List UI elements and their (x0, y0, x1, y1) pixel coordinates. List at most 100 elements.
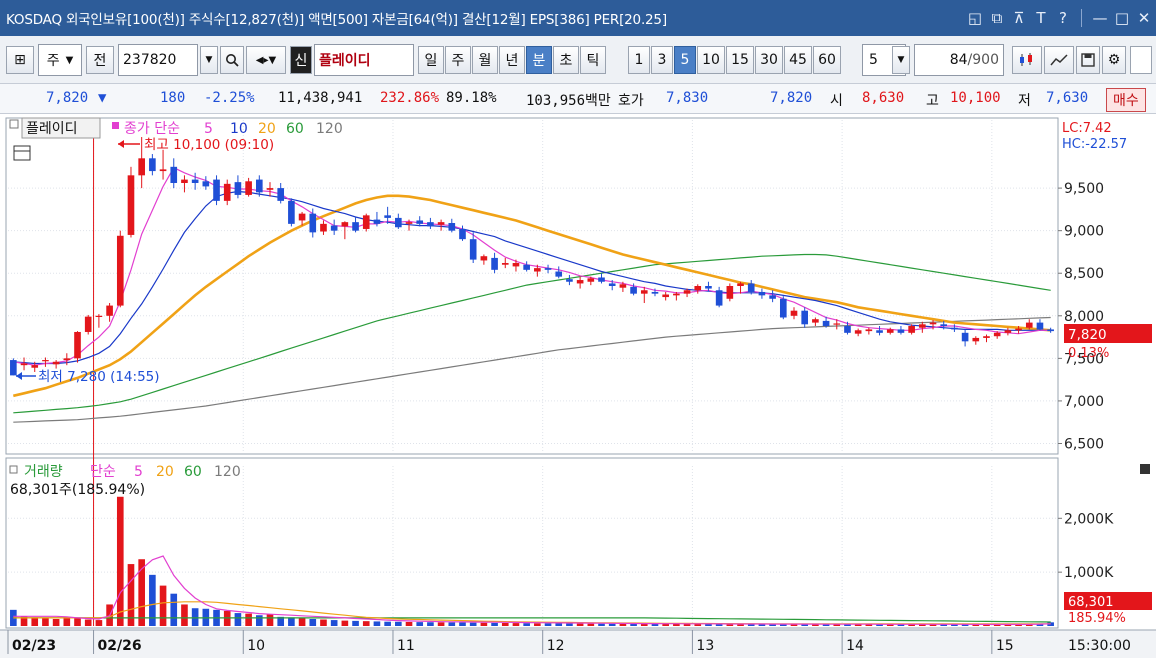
volume-bar (459, 622, 466, 626)
search-icon[interactable] (220, 46, 244, 74)
volume_ma60-line (13, 617, 1051, 623)
ma-period-120: 120 (316, 121, 343, 137)
period-button-0[interactable]: 일 (418, 46, 444, 74)
code-dropdown-icon[interactable]: ▼ (200, 46, 218, 74)
volume-bar (427, 622, 434, 626)
volume-tick-label: 2,000K (1064, 511, 1114, 527)
interval-button-1[interactable]: 1 (628, 46, 650, 74)
candle-body (886, 329, 894, 333)
volume_ma5-line (13, 555, 1051, 625)
volume-bar (298, 618, 306, 626)
volume-close-icon (1140, 464, 1150, 474)
interval-button-3[interactable]: 3 (651, 46, 673, 74)
period-button-5[interactable]: 초 (553, 46, 579, 74)
high-price: 10,100 (950, 90, 1001, 106)
candle-body (876, 330, 883, 333)
volume-bar (416, 622, 424, 626)
volume-bar (715, 624, 723, 626)
line-chart-icon[interactable] (1044, 46, 1074, 74)
period-button-6[interactable]: 틱 (580, 46, 606, 74)
panel-toggle-icon (9, 119, 19, 129)
minimize-icon[interactable]: — (1092, 9, 1108, 27)
interval-dropdown-icon[interactable]: ▼ (892, 46, 910, 74)
ma20-line (13, 194, 1051, 398)
interval-button-30[interactable]: 30 (755, 46, 783, 74)
candle-body (640, 290, 648, 294)
x-tick-label: 15 (996, 638, 1014, 654)
volume-bar (587, 623, 595, 626)
chart-svg[interactable]: 9,500 9,000 8,500 8,000 7,500 7,000 6,500 2,00… (0, 114, 1156, 658)
volume-bar (897, 624, 905, 626)
interval-button-15[interactable]: 15 (726, 46, 754, 74)
close-icon[interactable]: ✕ (1137, 9, 1151, 27)
period-button-1[interactable]: 주 (445, 46, 471, 74)
volume-ma-120: 120 (214, 464, 241, 480)
y-tick-label: 6,500 (1064, 436, 1104, 452)
interval-button-45[interactable]: 45 (784, 46, 812, 74)
candle-body (694, 286, 702, 291)
toggle-checkbox[interactable] (1130, 46, 1152, 74)
volume-bar (20, 616, 28, 626)
volume-bar (341, 620, 349, 626)
chart-area[interactable]: 9,500 9,000 8,500 8,000 7,500 7,000 6,500 2,00… (0, 114, 1156, 658)
volume-bar (812, 624, 819, 626)
current-price-tag (1064, 324, 1152, 343)
candle-body (1025, 322, 1033, 328)
ma60-line (13, 253, 1051, 414)
candle-body (405, 222, 413, 224)
ma-period-20: 20 (258, 121, 276, 137)
volume-panel-frame (5, 457, 1059, 629)
chart-type-select[interactable]: 주 ▼ (38, 44, 82, 76)
price-change-pct: -2.25% (204, 90, 255, 106)
volume-bar (737, 624, 744, 626)
prev-next-icon[interactable]: ◀▸▼ (246, 46, 286, 74)
ma-indicator-label: 종가 단순 (124, 121, 180, 137)
candle-icon[interactable] (1012, 46, 1042, 74)
gear-icon[interactable]: ⚙ (1102, 46, 1126, 74)
interval-button-5[interactable]: 5 (674, 46, 696, 74)
volume-bar (309, 619, 317, 626)
grid-lines (8, 120, 1056, 626)
menu-icon[interactable]: ⊞ (6, 46, 34, 74)
restore-icon[interactable]: ◱ (967, 9, 983, 27)
candle-body (149, 158, 156, 172)
ma5-line (13, 166, 1051, 366)
stock-code-input[interactable]: 237820 (118, 44, 198, 76)
candle-body (320, 223, 327, 232)
ma-legend-marker (112, 122, 119, 129)
interval-button-10[interactable]: 10 (697, 46, 725, 74)
volume-bar (801, 624, 809, 626)
max-price-annotation: 최고 10,100 (09:10) (118, 137, 274, 153)
interval-button-60[interactable]: 60 (813, 46, 841, 74)
stock-name-field[interactable]: 플레이디 (314, 44, 414, 76)
period-button-4[interactable]: 분 (526, 46, 552, 74)
save-icon[interactable] (1076, 46, 1100, 74)
volume-bar (362, 621, 370, 626)
volume-bar (395, 621, 402, 626)
volume-bar (1025, 624, 1033, 626)
bar-count-input[interactable]: 84 /900 (914, 44, 1004, 76)
period-button-3[interactable]: 년 (499, 46, 525, 74)
market-button[interactable]: 전 (86, 46, 114, 74)
volume-bar (865, 624, 873, 626)
copy-window-icon[interactable]: ⧉ (991, 9, 1003, 27)
help-icon[interactable]: ? (1059, 9, 1067, 27)
volume-bar (1015, 624, 1022, 626)
candle-body (790, 310, 798, 316)
font-icon[interactable]: T (1036, 9, 1046, 27)
candle-body (298, 213, 306, 221)
candle-body (779, 298, 787, 318)
period-button-2[interactable]: 월 (472, 46, 498, 74)
candle-body (255, 179, 263, 193)
volume-bar (448, 622, 456, 626)
x-tick-label: 14 (846, 638, 864, 654)
maximize-icon[interactable]: □ (1114, 9, 1130, 27)
price-change: 180 (160, 90, 186, 106)
open-label: 시 (830, 93, 843, 109)
pin-icon[interactable]: ⊼ (1013, 9, 1025, 27)
chart-type-value: 주 (46, 53, 60, 69)
buy-button[interactable]: 매수 (1106, 88, 1146, 112)
volume-bar (138, 559, 145, 626)
candle-body (1036, 322, 1044, 330)
candle-body (587, 278, 595, 282)
